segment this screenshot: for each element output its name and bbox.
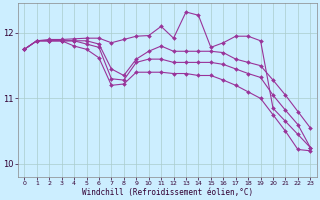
X-axis label: Windchill (Refroidissement éolien,°C): Windchill (Refroidissement éolien,°C) bbox=[82, 188, 253, 197]
